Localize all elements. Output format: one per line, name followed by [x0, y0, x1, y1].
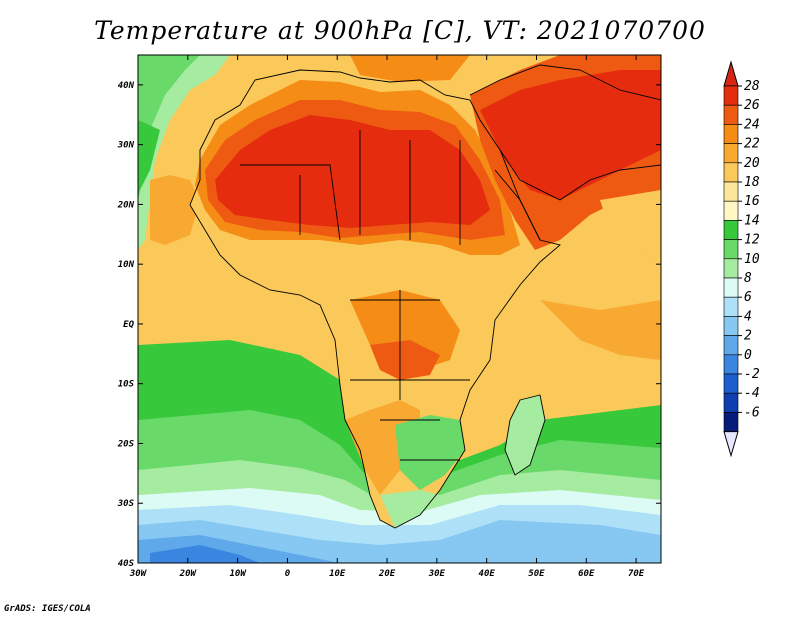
lon-tick-label: 10E [329, 569, 346, 579]
lat-tick-label: 10N [118, 260, 135, 270]
coastlines [189, 64, 661, 529]
colorbar-top-arrow [723, 60, 739, 87]
colorbar-label: -2 [744, 367, 760, 382]
lon-tick-label: 0 [285, 569, 291, 579]
lat-tick-label: 20S [117, 439, 135, 449]
lon-tick-label: 50E [528, 569, 545, 579]
map-field [138, 55, 661, 563]
colorbar-label: 8 [744, 271, 752, 286]
colorbar-label: 16 [744, 194, 760, 209]
lon-tick-label: 70E [628, 569, 645, 579]
lon-tick-label: 40E [479, 569, 496, 579]
sahara-hot-core [215, 115, 490, 228]
colorbar-label: 10 [744, 252, 760, 267]
colorbar-swatch [723, 277, 739, 298]
colorbar-swatch [723, 143, 739, 164]
plot-frame [137, 54, 662, 564]
lon-tick-label: 30W [129, 569, 148, 579]
lat-tick-label: EQ [123, 320, 134, 330]
lat-tick-label: 40N [118, 81, 135, 91]
lat-tick-label: 30N [117, 141, 135, 151]
longitude-ticks: 30W 20W 10W 0 10E 20E 30E 40E 50E 60E 70E [129, 55, 645, 579]
lat-tick-label: 40S [118, 559, 135, 569]
lat-tick-label: 20N [117, 200, 135, 210]
colorbar-label: -6 [744, 405, 760, 420]
colorbar-label: 14 [744, 213, 760, 228]
latitude-ticks: 40N 30N 20N 10N EQ 10S 20S 30S 40S [117, 81, 661, 569]
colorbar-label: 24 [744, 117, 760, 132]
lon-tick-label: 20E [378, 569, 396, 579]
colorbar-swatch [723, 335, 739, 356]
lon-tick-label: 10W [229, 569, 247, 579]
colorbar-label: 28 [744, 79, 760, 94]
colorbar-label: 12 [744, 233, 760, 248]
colorbar-swatch [723, 162, 739, 183]
colorbar-label: -4 [744, 386, 760, 401]
lon-tick-label: 20W [179, 569, 198, 579]
colorbar-swatch [723, 258, 739, 279]
colorbar-swatch [723, 392, 739, 413]
colorbar-label: 18 [744, 175, 760, 190]
grads-credit: GrADS: IGES/COLA [4, 604, 91, 614]
colorbar-swatch [723, 104, 739, 125]
madagascar [505, 395, 545, 475]
lon-tick-label: 30E [428, 569, 446, 579]
colorbar-swatch [723, 316, 739, 336]
colorbar-swatch [723, 296, 739, 317]
lat-tick-label: 10S [118, 380, 135, 390]
colorbar-label: 26 [744, 98, 760, 113]
colorbar-swatch [723, 239, 739, 260]
colorbar-bottom-arrow [723, 431, 739, 458]
colorbar-swatch [723, 85, 739, 106]
colorbar-label: 20 [744, 156, 760, 171]
lon-tick-label: 60E [578, 569, 595, 579]
colorbar-swatch [723, 200, 739, 221]
colorbar-label: 6 [744, 290, 752, 305]
colorbar-label: 4 [744, 309, 752, 324]
colorbar-label: 22 [744, 137, 760, 152]
colorbar-swatch [723, 181, 739, 202]
map-title: Temperature at 900hPa [C], VT: 202107070… [94, 16, 706, 45]
colorbar-label: 0 [744, 348, 752, 363]
colorbar-swatch [723, 124, 739, 144]
colorbar-swatch [723, 373, 739, 394]
colorbar-label: 2 [744, 329, 752, 344]
colorbar-swatch [723, 354, 739, 375]
lat-tick-label: 30S [117, 499, 135, 509]
colorbar-swatch [723, 412, 739, 432]
colorbar-swatch [723, 220, 739, 240]
